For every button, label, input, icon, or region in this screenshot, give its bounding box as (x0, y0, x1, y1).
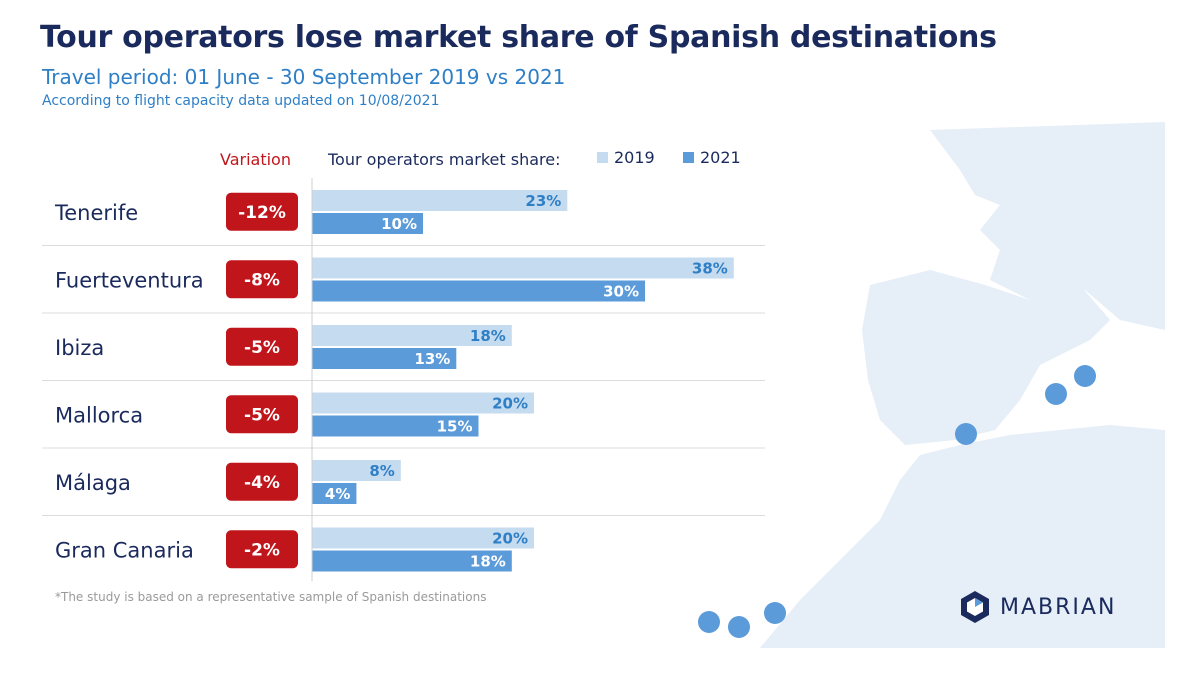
data-note: According to flight capacity data update… (42, 93, 440, 109)
variation-badge (226, 327, 298, 366)
bar-value-label-2021: 15% (437, 418, 473, 436)
bar-2021 (312, 483, 357, 504)
bar-value-label-2019: 18% (470, 327, 506, 345)
map-dot-mallorca (1074, 365, 1096, 387)
bar-2019 (312, 257, 734, 279)
bar-2019 (312, 325, 512, 346)
variation-badge (226, 192, 298, 231)
bar-2021 (312, 280, 645, 302)
variation-badge (226, 530, 298, 569)
variation-header: Variation (220, 150, 291, 169)
variation-value: -5% (244, 405, 280, 425)
variation-value: -12% (238, 203, 286, 223)
category-label: Mallorca (55, 403, 143, 427)
category-label: Tenerife (54, 201, 138, 225)
variation-badge (226, 260, 298, 299)
map-land-north (930, 122, 1165, 330)
bar-value-label-2019: 8% (369, 462, 394, 480)
map-africa (760, 425, 1165, 648)
map-dot-canary-2 (728, 616, 750, 638)
map-dot-malaga (955, 423, 977, 445)
bar-value-label-2019: 20% (492, 395, 528, 413)
page-subtitle: Travel period: 01 June - 30 September 20… (42, 65, 566, 89)
variation-badge (226, 462, 298, 501)
bar-value-label-2019: 38% (692, 260, 728, 278)
category-label: Fuerteventura (55, 268, 204, 292)
category-label: Gran Canaria (55, 538, 194, 562)
legend-label-2019: 2019 (614, 148, 655, 167)
brand-hexagon-icon (961, 591, 989, 623)
map-iberia (862, 270, 1110, 445)
bar-value-label-2019: 23% (525, 192, 561, 210)
variation-badge (226, 395, 298, 434)
legend-swatch-2019 (597, 152, 608, 163)
footnote: *The study is based on a representative … (55, 590, 487, 604)
bar-2021 (312, 550, 512, 572)
brand-name: MABRIAN (1000, 594, 1117, 620)
map-dot-canary-3 (764, 602, 786, 624)
bar-2019 (312, 392, 534, 414)
bar-value-label-2021: 13% (414, 350, 450, 368)
bar-2021 (312, 213, 423, 234)
map-dot-canary-1 (698, 611, 720, 633)
category-label: Málaga (55, 471, 131, 495)
share-label: Tour operators market share: (328, 150, 561, 169)
bar-2019 (312, 460, 401, 481)
bar-2019 (312, 190, 568, 211)
variation-value: -8% (244, 270, 280, 290)
variation-value: -5% (244, 338, 280, 358)
variation-value: -2% (244, 540, 280, 560)
legend-swatch-2021 (683, 152, 694, 163)
bar-value-label-2021: 18% (470, 553, 506, 571)
legend-label-2021: 2021 (700, 148, 741, 167)
page-title: Tour operators lose market share of Span… (40, 20, 997, 55)
bar-2021 (312, 415, 479, 437)
map-dot-ibiza (1045, 383, 1067, 405)
bar-value-label-2019: 20% (492, 530, 528, 548)
bar-2021 (312, 348, 457, 369)
bar-value-label-2021: 4% (325, 485, 350, 503)
brand-logo: MABRIAN (958, 590, 1116, 624)
bar-value-label-2021: 30% (603, 283, 639, 301)
legend-2019: 2019 (597, 148, 655, 167)
bar-value-label-2021: 10% (381, 215, 417, 233)
legend-2021: 2021 (683, 148, 741, 167)
category-label: Ibiza (55, 336, 104, 360)
bar-2019 (312, 527, 534, 549)
variation-value: -4% (244, 473, 280, 493)
